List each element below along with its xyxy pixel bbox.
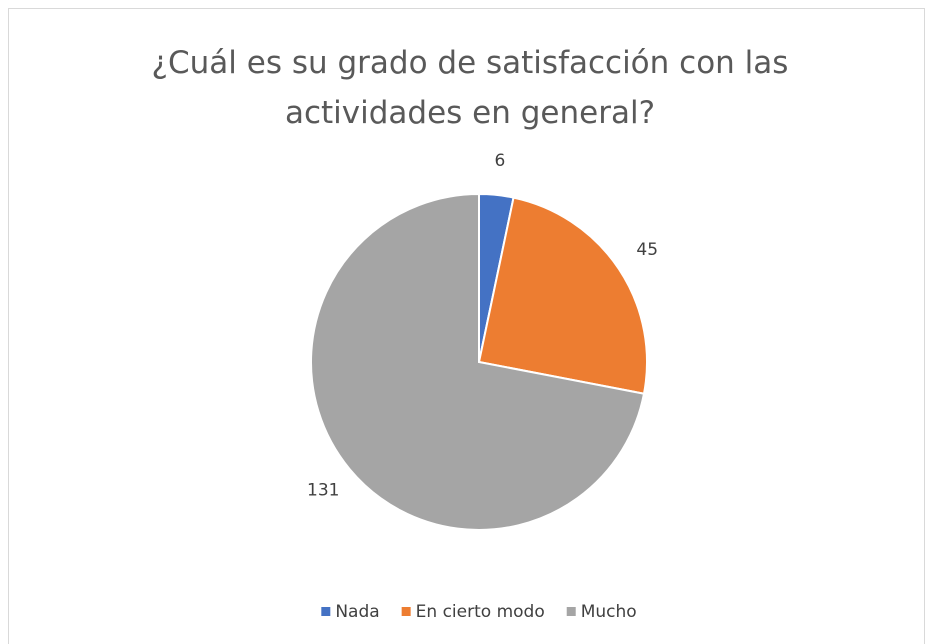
pie-slice [477, 196, 648, 395]
legend-marker [566, 607, 576, 616]
legend-label: Mucho [581, 602, 637, 622]
chart-border [8, 8, 925, 644]
chart-title: ¿Cuál es su grado de satisfacción con la… [151, 45, 789, 131]
data-label: 6 [494, 151, 505, 171]
legend-label: En cierto modo [416, 602, 545, 622]
data-label: 131 [307, 481, 339, 501]
legend-label: Nada [335, 602, 379, 622]
legend-marker [321, 607, 331, 616]
data-label: 45 [636, 240, 658, 260]
legend-marker [401, 607, 411, 616]
pie-slice [310, 192, 646, 531]
